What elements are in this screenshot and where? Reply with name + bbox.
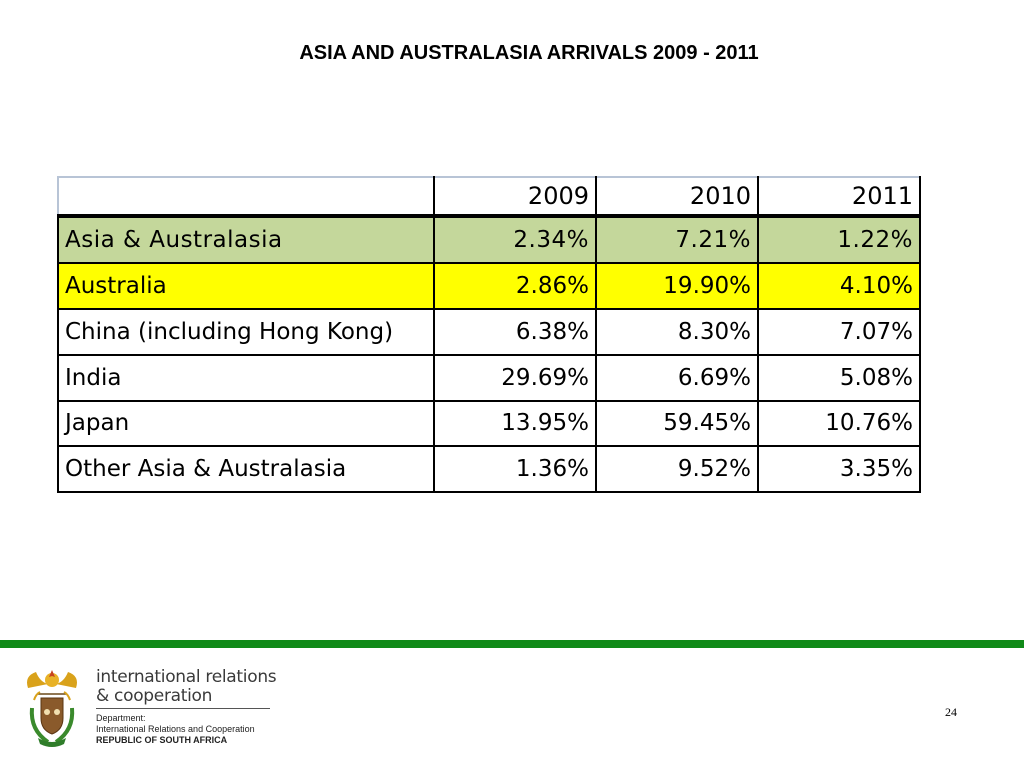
country-name: REPUBLIC OF SOUTH AFRICA <box>96 735 228 745</box>
header-year-2011: 2011 <box>757 176 921 218</box>
south-africa-coat-of-arms-icon <box>27 670 77 747</box>
value-2011: 3.35% <box>757 445 921 493</box>
row-label: Australia <box>57 262 435 311</box>
value-2009: 2.34% <box>433 214 597 265</box>
value-2010: 19.90% <box>595 262 759 311</box>
row-label: India <box>57 353 435 402</box>
value-2011: 4.10% <box>757 262 921 311</box>
department-full-name: International Relations and Cooperation <box>96 724 255 734</box>
value-2010: 9.52% <box>595 445 759 493</box>
value-2011: 7.07% <box>757 308 921 356</box>
value-2011: 5.08% <box>757 353 921 402</box>
header-year-2009: 2009 <box>433 176 597 218</box>
value-2009: 1.36% <box>433 445 597 493</box>
row-label: Asia & Australasia <box>57 214 435 265</box>
row-label: Japan <box>57 399 435 448</box>
table-header-row: 2009 2010 2011 <box>57 176 921 218</box>
page-number: 24 <box>945 705 957 719</box>
value-2009: 6.38% <box>433 308 597 356</box>
value-2010: 6.69% <box>595 353 759 402</box>
footer-rule <box>96 708 270 709</box>
table-row: China (including Hong Kong) 6.38% 8.30% … <box>57 308 921 356</box>
row-label: Other Asia & Australasia <box>57 445 435 493</box>
value-2011: 10.76% <box>757 399 921 448</box>
org-name-line2: & cooperation <box>96 686 213 706</box>
table-row: Asia & Australasia 2.34% 7.21% 1.22% <box>57 214 921 265</box>
value-2011: 1.22% <box>757 214 921 265</box>
department-label: Department: <box>96 713 146 723</box>
value-2009: 2.86% <box>433 262 597 311</box>
table-row: Australia 2.86% 19.90% 4.10% <box>57 262 921 311</box>
value-2010: 59.45% <box>595 399 759 448</box>
footer-divider-bar <box>0 640 1024 648</box>
arrivals-table-container: 2009 2010 2011 Asia & Australasia 2.34% … <box>57 176 921 493</box>
value-2010: 8.30% <box>595 308 759 356</box>
header-year-2010: 2010 <box>595 176 759 218</box>
slide-title: ASIA AND AUSTRALASIA ARRIVALS 2009 - 201… <box>299 42 759 64</box>
row-label: China (including Hong Kong) <box>57 308 435 356</box>
arrivals-table: 2009 2010 2011 Asia & Australasia 2.34% … <box>57 176 921 493</box>
value-2009: 13.95% <box>433 399 597 448</box>
header-label-cell <box>57 176 435 218</box>
table-row: India 29.69% 6.69% 5.08% <box>57 353 921 402</box>
value-2009: 29.69% <box>433 353 597 402</box>
table-row: Other Asia & Australasia 1.36% 9.52% 3.3… <box>57 445 921 493</box>
org-name-line1: international relations <box>96 667 277 687</box>
value-2010: 7.21% <box>595 214 759 265</box>
table-row: Japan 13.95% 59.45% 10.76% <box>57 399 921 448</box>
